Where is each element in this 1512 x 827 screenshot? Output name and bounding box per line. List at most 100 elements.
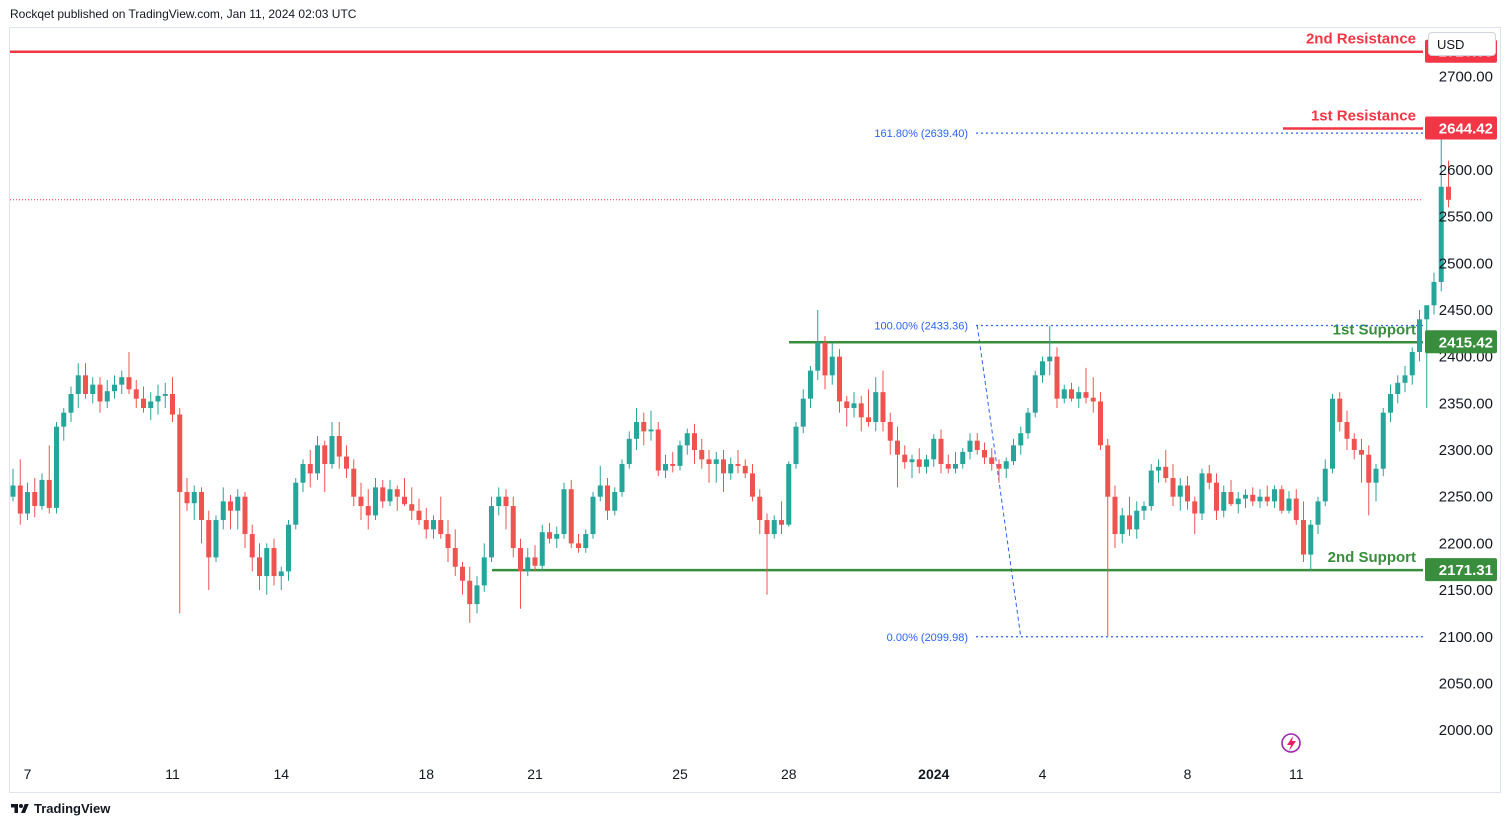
- candle-body: [141, 398, 146, 409]
- support-resistance-levels: 2nd Resistance 1st Resistance 1st Support 2…: [10, 31, 1423, 572]
- candle-body: [1293, 498, 1299, 521]
- candle-body: [373, 487, 378, 516]
- candle-body: [699, 450, 705, 460]
- candle: [677, 440, 683, 471]
- candle-body: [1047, 356, 1053, 362]
- candle-body: [924, 459, 929, 467]
- price-tag-label: 2415.42: [1439, 334, 1493, 351]
- candle-body: [1040, 361, 1045, 376]
- candle-body: [1141, 506, 1147, 511]
- candle: [1127, 496, 1132, 536]
- candle: [1011, 438, 1016, 465]
- candle-body: [112, 384, 117, 392]
- currency-selector[interactable]: USD: [1428, 32, 1496, 56]
- candle: [692, 423, 697, 465]
- candle: [605, 478, 610, 521]
- candle: [416, 498, 422, 525]
- fib-level-label: 100.00% (2433.36): [874, 321, 968, 333]
- candle-body: [286, 524, 291, 572]
- tradingview-footer[interactable]: TradingView: [10, 801, 110, 816]
- candle-body: [800, 398, 806, 427]
- candle-body: [119, 377, 125, 385]
- candle-body: [518, 548, 523, 572]
- candle: [1308, 520, 1314, 572]
- candle: [1330, 394, 1335, 474]
- candle-body: [945, 464, 951, 469]
- candle-body: [170, 394, 175, 415]
- candle-body: [786, 464, 792, 525]
- candle-body: [54, 426, 59, 508]
- candle-body: [365, 506, 371, 516]
- candle: [721, 450, 726, 493]
- candle: [547, 522, 552, 544]
- candle-body: [822, 342, 828, 376]
- candle-body: [39, 479, 45, 507]
- level-label: 1st Support: [1333, 321, 1416, 338]
- candle-body: [1344, 422, 1350, 439]
- candle: [619, 459, 625, 497]
- candle: [191, 485, 197, 521]
- candle: [989, 448, 995, 471]
- candle-body: [1032, 375, 1038, 413]
- candle-body: [793, 426, 799, 465]
- candle-body: [583, 534, 589, 549]
- candle: [1076, 386, 1082, 409]
- candle-body: [1177, 485, 1183, 497]
- candle-body: [380, 487, 386, 502]
- candle: [706, 450, 712, 483]
- candle-body: [902, 454, 908, 463]
- candle-body: [460, 566, 465, 581]
- candle: [1388, 384, 1393, 423]
- candle: [1083, 367, 1089, 404]
- candle-body: [1330, 398, 1335, 469]
- candle: [329, 422, 335, 469]
- candle: [1373, 464, 1379, 502]
- candle-body: [880, 392, 886, 423]
- y-tick-label: 2450.00: [1439, 302, 1493, 319]
- candle: [757, 489, 763, 535]
- candle: [206, 510, 212, 591]
- candle-body: [322, 445, 328, 465]
- candle: [539, 524, 545, 572]
- candle-body: [1127, 515, 1132, 530]
- candle-body: [25, 492, 30, 514]
- candle: [663, 454, 668, 479]
- time-axis: 7 11 14 18 21 25 28 2024 4 8 11: [24, 766, 1304, 782]
- candle-body: [489, 506, 494, 558]
- candle: [1380, 408, 1386, 477]
- candle-body: [387, 489, 393, 502]
- candle-body: [97, 384, 103, 402]
- candle: [996, 459, 1002, 483]
- candle-body: [1076, 392, 1082, 399]
- candle: [394, 485, 400, 511]
- candle-body: [612, 492, 618, 511]
- candle-body: [1359, 450, 1364, 455]
- candle: [1322, 459, 1328, 507]
- candle: [1417, 309, 1422, 362]
- candle: [670, 451, 676, 473]
- candle-body: [684, 433, 690, 446]
- candle: [1025, 408, 1031, 439]
- candle: [54, 422, 59, 514]
- candle: [1003, 457, 1009, 479]
- candle-body: [1351, 438, 1357, 451]
- y-tick-label: 2050.00: [1439, 675, 1493, 692]
- candle-body: [757, 496, 763, 521]
- candle-body: [351, 468, 357, 497]
- candle-body: [576, 543, 581, 549]
- candle-body: [104, 391, 110, 402]
- candle: [1228, 479, 1234, 507]
- candle-body: [1214, 482, 1219, 511]
- candle: [148, 392, 154, 421]
- candle: [1047, 325, 1053, 376]
- candle-body: [887, 422, 893, 441]
- lightning-icon[interactable]: [1281, 733, 1301, 753]
- level-label: 2nd Resistance: [1306, 31, 1416, 48]
- y-tick-label: 2300.00: [1439, 442, 1493, 459]
- y-tick-label: 2350.00: [1439, 395, 1493, 412]
- candle-body: [525, 557, 531, 572]
- candle-body: [1206, 473, 1212, 483]
- candle: [634, 408, 639, 451]
- candle-body: [75, 375, 81, 394]
